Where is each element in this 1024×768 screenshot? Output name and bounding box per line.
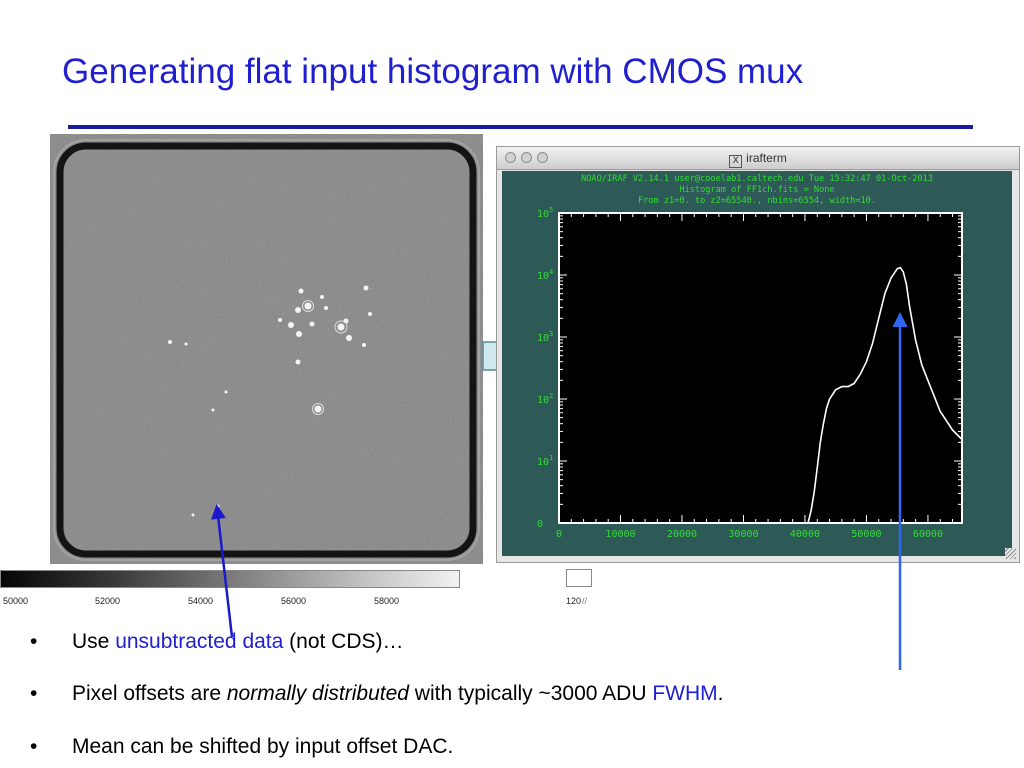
x-tick-label: 30000: [728, 529, 758, 540]
x-tick-label: 0: [556, 529, 562, 540]
bullet-dot-icon: •: [30, 630, 38, 653]
bullet-text: Use: [72, 630, 116, 653]
bullet-italic: normally distributed: [226, 682, 409, 705]
x-tick-label: 50000: [851, 529, 881, 540]
plot-background: [559, 213, 962, 523]
bullet-dot-icon: •: [30, 682, 38, 705]
bullet-text: (not CDS)…: [283, 630, 404, 653]
x-tick-label: 40000: [790, 529, 820, 540]
colorbar-tick-label: 58000: [374, 596, 400, 606]
bullet-text: Mean can be shifted by input offset DAC.: [72, 735, 454, 758]
colorbar-tick-label: 50000: [3, 596, 29, 606]
y-tick-label: 0: [537, 519, 543, 530]
bullet-text: Pixel offsets are: [72, 682, 227, 705]
plot-header-line: From z1=0. to z2=65540., nbins=6554, wid…: [638, 196, 876, 206]
bullet-text: .: [717, 682, 724, 705]
colorbar-tick-label: 54000: [188, 596, 214, 606]
plot-header-line: NOAO/IRAF V2.14.1 user@cooelab1.caltech.…: [581, 174, 933, 184]
resize-grip-icon: //: [582, 596, 588, 606]
bullet-highlight: FWHM: [652, 682, 718, 705]
histogram-series-line: [807, 266, 963, 524]
colorbar-fragment: [566, 569, 592, 587]
x-tick-label: 20000: [667, 529, 697, 540]
x-tick-label: 10000: [605, 529, 635, 540]
zoom-button[interactable]: [537, 152, 548, 163]
terminal-area: NOAO/IRAF V2.14.1 user@cooelab1.caltech.…: [502, 171, 1012, 556]
plot-header-line: Histogram of FF1ch.fits = None: [679, 185, 835, 195]
histogram-plot: 0 10000 20000 30000 40000 50000 60000010110210…: [537, 206, 963, 540]
plot-frame: [558, 212, 963, 524]
window-resize-grip-icon[interactable]: [1005, 548, 1016, 559]
title-underline: [68, 125, 973, 129]
bullet-dot-icon: •: [30, 735, 38, 758]
window-title-text: irafterm: [746, 151, 787, 165]
colorbar-tick-label: 56000: [281, 596, 307, 606]
close-button[interactable]: [505, 152, 516, 163]
slide-title: Generating flat input histogram with CMO…: [62, 52, 804, 91]
colorbar-tick-label: 52000: [95, 596, 121, 606]
x-tick-label: 60000: [913, 529, 943, 540]
colorbar-cropped-label: 120: [566, 596, 582, 606]
colorbar: [0, 570, 460, 588]
bullet-text: with typically ~3000 ADU: [408, 682, 653, 705]
bright-spots: [168, 285, 372, 517]
annotation-arrow-left: [210, 504, 234, 638]
minimize-button[interactable]: [521, 152, 532, 163]
bullet-highlight: unsubtracted data: [115, 630, 284, 653]
detector-image: [50, 134, 483, 564]
x11-icon: X: [729, 155, 743, 168]
